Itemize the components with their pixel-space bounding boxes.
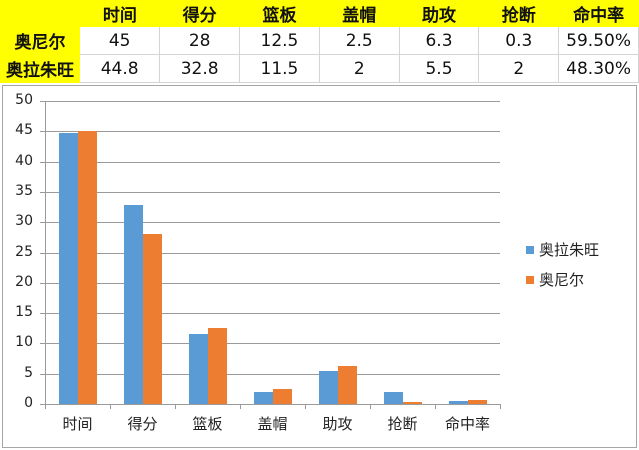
table-row: 奥拉朱旺 44.8 32.8 11.5 2 5.5 2 48.30% [0, 54, 639, 83]
x-tick-mark [110, 404, 111, 409]
header-cell: 抢断 [478, 0, 559, 27]
bar-0[interactable] [383, 391, 403, 404]
stats-table: 时间 得分 篮板 盖帽 助攻 抢断 命中率 奥尼尔 45 28 12.5 2.5… [0, 0, 639, 83]
bar-1[interactable] [402, 402, 422, 404]
y-tick-mark [40, 373, 45, 375]
y-tick-mark [40, 191, 45, 193]
y-tick-mark [40, 131, 45, 133]
table-row: 奥尼尔 45 28 12.5 2.5 6.3 0.3 59.50% [0, 27, 639, 55]
bar-0[interactable] [123, 205, 143, 404]
table-header-row: 时间 得分 篮板 盖帽 助攻 抢断 命中率 [0, 0, 639, 27]
bar-0[interactable] [318, 370, 338, 404]
y-tick-mark [40, 222, 45, 224]
x-tick-mark [45, 404, 46, 409]
legend-item[interactable]: 奥尼尔 [526, 269, 584, 290]
table-cell[interactable]: 59.50% [558, 27, 639, 55]
bar-1[interactable] [272, 388, 292, 404]
header-cell: 得分 [159, 0, 240, 27]
y-tick-mark [40, 252, 45, 254]
table-cell[interactable]: 12.5 [239, 27, 320, 55]
x-tick-label: 抢断 [387, 415, 418, 433]
x-tick-label: 得分 [127, 415, 158, 433]
x-tick-label: 命中率 [444, 415, 490, 433]
y-tick-label: 10 [15, 334, 33, 351]
bar-chart[interactable]: 0 5 10 15 20 25 30 35 40 45 50 时间 得分 篮板 盖帽 助攻 抢断 命中率 奥拉朱旺… [2, 85, 637, 448]
y-tick-label: 45 [15, 122, 33, 139]
table-cell[interactable]: 6.3 [399, 27, 480, 55]
table-cell[interactable]: 2.5 [319, 27, 400, 55]
gridline [45, 131, 500, 133]
x-tick-label: 盖帽 [257, 415, 288, 433]
gridline [45, 191, 500, 193]
row-header: 奥拉朱旺 [0, 54, 80, 83]
y-axis [45, 101, 46, 404]
y-tick-label: 15 [15, 304, 33, 321]
table-cell[interactable]: 48.30% [558, 54, 639, 83]
x-tick-label: 助攻 [322, 415, 353, 433]
y-tick-mark [40, 313, 45, 315]
x-tick-label: 时间 [62, 415, 93, 433]
y-tick-label: 40 [15, 152, 33, 169]
table-cell[interactable]: 2 [478, 54, 560, 83]
table-cell[interactable]: 44.8 [80, 54, 161, 83]
legend-swatch-icon [526, 245, 534, 254]
header-corner [0, 0, 80, 27]
y-tick-label: 20 [15, 273, 33, 290]
legend-swatch-icon [526, 275, 534, 284]
header-cell: 盖帽 [319, 0, 400, 27]
header-cell: 篮板 [239, 0, 320, 27]
y-tick-mark [40, 282, 45, 284]
y-tick-label: 35 [15, 182, 33, 199]
x-tick-mark [240, 404, 241, 409]
header-cell: 助攻 [399, 0, 479, 27]
table-cell[interactable]: 28 [159, 27, 241, 55]
bar-0[interactable] [188, 334, 208, 404]
y-tick-mark [40, 343, 45, 345]
header-cell: 命中率 [558, 0, 639, 27]
header-cell: 时间 [80, 0, 160, 27]
legend-label: 奥拉朱旺 [539, 241, 600, 259]
x-tick-mark [500, 404, 501, 409]
gridline [45, 313, 500, 315]
gridline [45, 222, 500, 224]
bar-0[interactable] [448, 401, 468, 404]
x-tick-mark [175, 404, 176, 409]
legend-item[interactable]: 奥拉朱旺 [526, 239, 599, 260]
x-tick-mark [305, 404, 306, 409]
y-tick-label: 0 [24, 395, 33, 411]
table-cell[interactable]: 11.5 [239, 54, 320, 83]
bar-1[interactable] [207, 328, 227, 404]
x-tick-label: 篮板 [192, 415, 223, 433]
bar-0[interactable] [58, 132, 78, 404]
bar-0[interactable] [253, 391, 273, 404]
x-axis [45, 404, 500, 405]
gridline [45, 161, 500, 163]
table-cell[interactable]: 5.5 [399, 54, 480, 83]
y-tick-label: 30 [15, 213, 33, 230]
y-tick-label: 5 [24, 364, 33, 381]
x-tick-mark [370, 404, 371, 409]
bar-1[interactable] [142, 234, 162, 404]
gridline [45, 282, 500, 284]
legend-label: 奥尼尔 [539, 271, 585, 289]
table-cell[interactable]: 2 [319, 54, 400, 83]
gridline [45, 101, 500, 102]
gridline [45, 343, 500, 345]
y-tick-label: 25 [15, 243, 33, 260]
y-tick-mark [40, 404, 45, 405]
gridline [45, 373, 500, 375]
table-cell[interactable]: 32.8 [159, 54, 241, 83]
bar-1[interactable] [77, 131, 97, 404]
gridline [45, 252, 500, 254]
y-tick-mark [40, 101, 45, 102]
row-header: 奥尼尔 [0, 27, 80, 55]
y-tick-mark [40, 161, 45, 163]
table-cell[interactable]: 45 [80, 27, 161, 55]
bar-1[interactable] [467, 400, 487, 404]
table-cell[interactable]: 0.3 [478, 27, 560, 55]
y-tick-label: 50 [15, 92, 33, 108]
bar-1[interactable] [337, 365, 357, 404]
x-tick-mark [435, 404, 436, 409]
